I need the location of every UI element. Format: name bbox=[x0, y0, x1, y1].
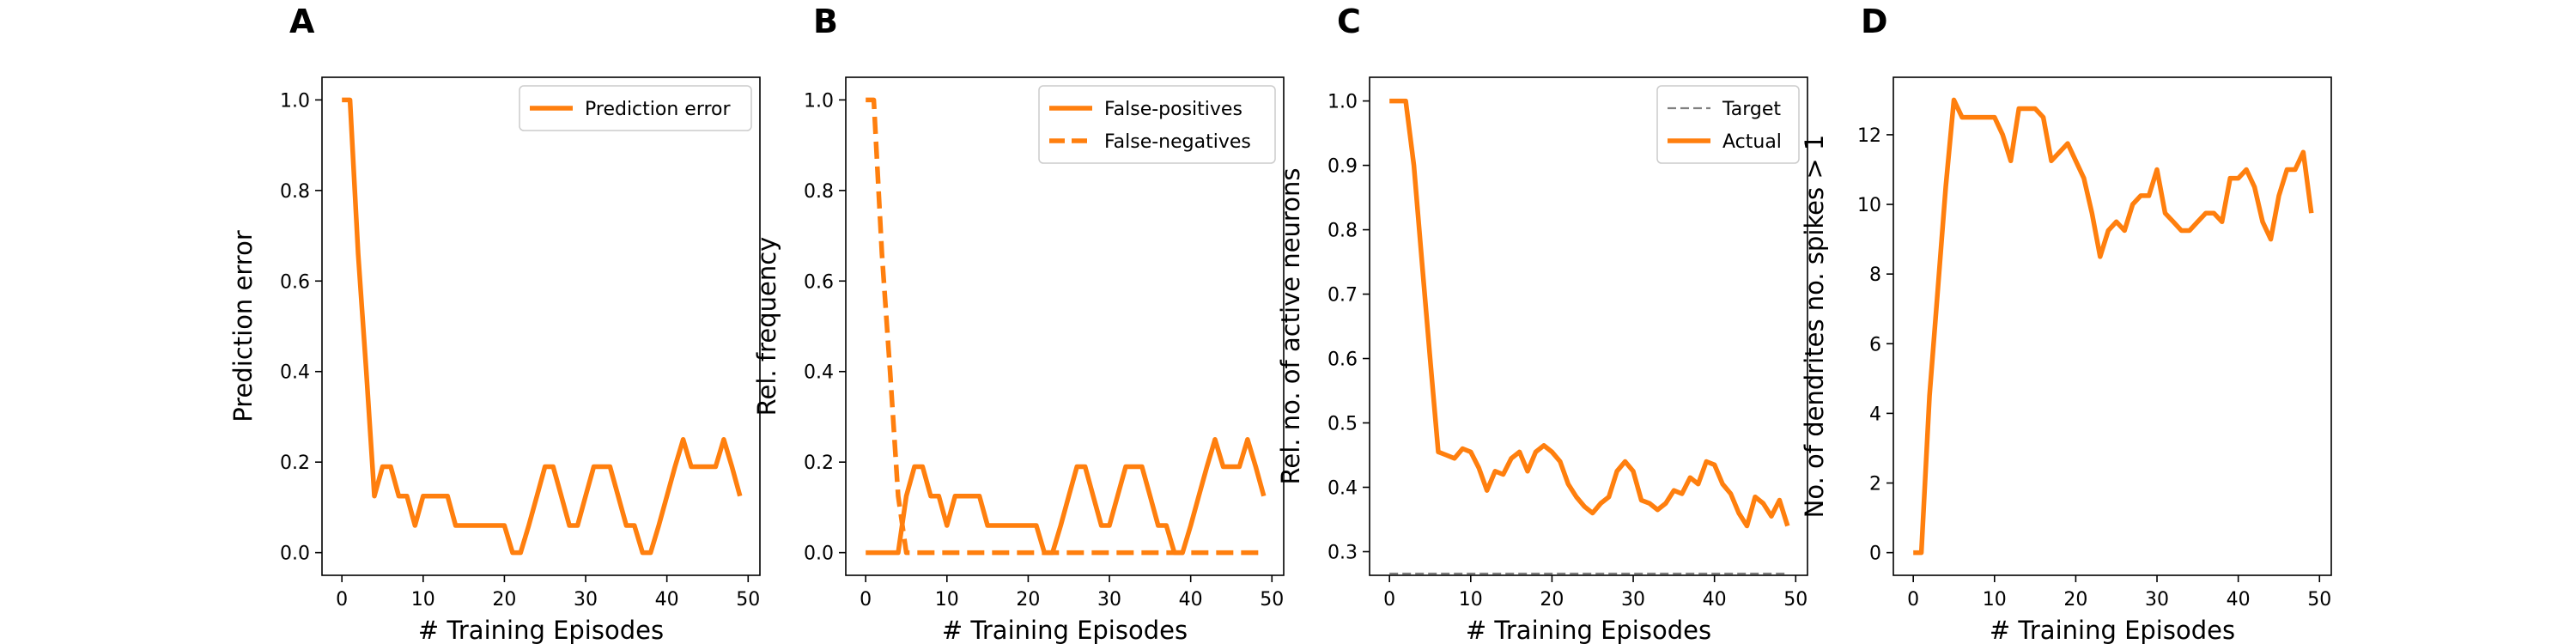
axes-frame bbox=[1893, 76, 2332, 576]
series-line bbox=[1389, 98, 1790, 529]
y-tick-label: 10 bbox=[1857, 195, 1881, 216]
legend-frame bbox=[1656, 85, 1800, 164]
axes-frame bbox=[321, 76, 761, 576]
legend: False-positives False-negatives bbox=[1038, 85, 1276, 164]
x-tick-label: 30 bbox=[574, 589, 598, 611]
x-tick-label: 50 bbox=[736, 589, 760, 611]
x-tick-label: 40 bbox=[655, 589, 679, 611]
x-tick-label: 40 bbox=[1703, 589, 1727, 611]
x-tick-label: 20 bbox=[1016, 589, 1040, 611]
series-line bbox=[866, 437, 1267, 556]
panel-b: B 0.0 0.2 0.4 0.6 0.8 1.0 0 10 20 30 40 50 # Training… bbox=[752, 3, 1285, 644]
y-tick-label: 1.0 bbox=[1327, 92, 1358, 113]
y-tick-label: 0.5 bbox=[1327, 414, 1358, 435]
legend-frame bbox=[519, 85, 752, 131]
series-line bbox=[1913, 97, 2314, 556]
y-tick-label: 1.0 bbox=[804, 90, 834, 112]
legend-label: False-positives bbox=[1104, 99, 1242, 120]
x-axis-label: # Training Episodes bbox=[1990, 616, 2235, 644]
series-line bbox=[342, 97, 743, 556]
x-tick-label: 50 bbox=[1260, 589, 1284, 611]
y-tick-label: 0.2 bbox=[804, 453, 834, 474]
y-axis-label: Prediction error bbox=[228, 230, 258, 422]
x-tick-label: 20 bbox=[1540, 589, 1564, 611]
panel-letter: D bbox=[1861, 3, 1888, 40]
legend-label: Actual bbox=[1722, 131, 1782, 153]
y-tick-label: 0 bbox=[1869, 544, 1881, 565]
panel-letter: B bbox=[813, 3, 838, 40]
legend-label: False-negatives bbox=[1104, 131, 1251, 153]
panel-letter: C bbox=[1337, 3, 1361, 40]
y-tick-label: 0.6 bbox=[280, 271, 310, 293]
panel-letter: A bbox=[289, 3, 315, 40]
x-tick-label: 50 bbox=[1783, 589, 1807, 611]
series-line bbox=[866, 97, 1264, 556]
x-tick-label: 0 bbox=[860, 589, 872, 611]
panel-c: C 0.3 0.4 0.5 0.6 0.7 0.8 0.9 1.0 0 10 20 30 40 50 # Tr… bbox=[1276, 3, 1808, 644]
legend: Prediction error bbox=[519, 85, 752, 131]
panel-d: D 0 2 4 6 8 10 12 0 10 20 30 40 50 # Training Episodes… bbox=[1800, 3, 2332, 644]
x-axis-label: # Training Episodes bbox=[1466, 616, 1711, 644]
y-tick-label: 8 bbox=[1869, 264, 1881, 286]
y-tick-label: 0.0 bbox=[804, 544, 834, 565]
y-tick-label: 0.8 bbox=[804, 181, 834, 203]
y-axis-label: Rel. no. of active neurons bbox=[1276, 168, 1305, 485]
x-tick-label: 10 bbox=[411, 589, 435, 611]
y-tick-label: 0.0 bbox=[280, 544, 310, 565]
y-tick-label: 4 bbox=[1869, 404, 1881, 425]
x-tick-label: 10 bbox=[1459, 589, 1483, 611]
x-axis-label: # Training Episodes bbox=[942, 616, 1188, 644]
panel-a: A 0.0 0.2 0.4 0.6 0.8 1.0 0 10 20 30 40 50 # Training… bbox=[228, 3, 761, 644]
y-tick-label: 0.4 bbox=[1327, 477, 1358, 499]
y-tick-label: 0.4 bbox=[280, 362, 310, 384]
axes-frame bbox=[845, 76, 1285, 576]
legend-frame bbox=[1038, 85, 1276, 164]
x-tick-label: 10 bbox=[1983, 589, 2007, 611]
x-tick-label: 20 bbox=[2063, 589, 2087, 611]
x-axis-label: # Training Episodes bbox=[418, 616, 664, 644]
y-tick-label: 0.2 bbox=[280, 453, 310, 474]
x-tick-label: 30 bbox=[1621, 589, 1645, 611]
x-tick-label: 50 bbox=[2307, 589, 2331, 611]
y-tick-label: 0.8 bbox=[280, 181, 310, 203]
y-tick-label: 0.9 bbox=[1327, 156, 1358, 178]
x-tick-label: 0 bbox=[1907, 589, 1919, 611]
y-tick-label: 0.4 bbox=[804, 362, 834, 384]
y-tick-label: 1.0 bbox=[280, 90, 310, 112]
y-tick-label: 12 bbox=[1857, 125, 1881, 147]
y-tick-label: 0.6 bbox=[804, 271, 834, 293]
y-tick-label: 6 bbox=[1869, 334, 1881, 355]
y-tick-label: 0.6 bbox=[1327, 349, 1358, 371]
x-tick-label: 10 bbox=[935, 589, 959, 611]
y-tick-label: 2 bbox=[1869, 474, 1881, 495]
legend-label: Target bbox=[1722, 99, 1781, 120]
legend: Target Actual bbox=[1656, 85, 1800, 164]
y-axis-label: No. of dendrites no. spikes > 1 bbox=[1800, 135, 1829, 519]
x-tick-label: 40 bbox=[2227, 589, 2251, 611]
x-tick-label: 20 bbox=[492, 589, 516, 611]
x-tick-label: 0 bbox=[1383, 589, 1395, 611]
y-tick-label: 0.3 bbox=[1327, 542, 1358, 563]
x-tick-label: 30 bbox=[2145, 589, 2169, 611]
x-tick-label: 0 bbox=[336, 589, 348, 611]
axes-frame bbox=[1369, 76, 1808, 576]
y-tick-label: 0.8 bbox=[1327, 221, 1358, 242]
legend-label: Prediction error bbox=[585, 99, 731, 120]
x-tick-label: 30 bbox=[1097, 589, 1121, 611]
y-tick-label: 0.7 bbox=[1327, 285, 1358, 307]
x-tick-label: 40 bbox=[1179, 589, 1203, 611]
y-axis-label: Rel. frequency bbox=[752, 237, 781, 416]
